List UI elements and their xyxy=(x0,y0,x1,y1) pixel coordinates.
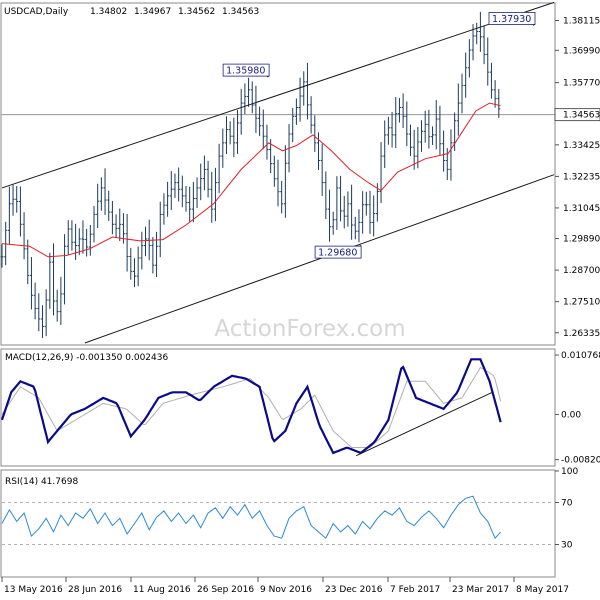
macd-label: MACD(12,26,9) -0.001350 0.002436 xyxy=(5,353,168,363)
price-y-tick-label: 1.32235 xyxy=(563,172,600,182)
rsi-y-tick-label: 30 xyxy=(561,541,573,551)
macd-y-tick-label: 0.010768 xyxy=(561,351,600,361)
rsi-label: RSI(14) 41.7698 xyxy=(5,477,78,487)
x-tick-label: 23 Mar 2017 xyxy=(452,585,509,595)
x-tick-label: 26 Sep 2016 xyxy=(197,585,254,595)
macd-main-line xyxy=(0,358,502,455)
price-bars xyxy=(0,11,501,338)
price-callouts: 1.35980 1.37930 1.29680 xyxy=(222,12,536,259)
price-callout-box xyxy=(488,12,536,25)
rsi-line xyxy=(1,495,501,540)
watermark: ActionForex.com xyxy=(214,316,405,342)
ohlc-high: 1.34967 xyxy=(134,7,171,17)
instrument-label: USDCAD,Daily xyxy=(4,7,69,17)
price-y-tick-label: 1.33425 xyxy=(563,141,600,151)
price-callout-leader xyxy=(532,24,536,26)
ohlc-low: 1.34562 xyxy=(178,7,215,17)
price-y-tick-label: 1.27510 xyxy=(563,298,600,308)
channel-upper-line xyxy=(1,1,555,189)
x-tick-label: 8 May 2017 xyxy=(516,585,569,595)
price-callout-label: 1.37930 xyxy=(492,14,531,25)
price-callout-leader xyxy=(266,75,270,78)
price-y-tick-label: 1.26335 xyxy=(563,329,600,339)
current-price-label: 1.34563 xyxy=(563,111,600,121)
price-panel: ActionForex.com 1.38115 1.36990 1.35770 1.3… xyxy=(0,1,600,346)
macd-y-tick-label: -0.008203 xyxy=(561,456,600,466)
macd-signal-line xyxy=(1,366,502,448)
x-tick-label: 7 Feb 2017 xyxy=(390,585,440,595)
macd-panel-frame xyxy=(0,348,556,467)
price-y-tick-label: 1.35770 xyxy=(563,79,600,89)
rsi-y-tick-label: 70 xyxy=(561,499,573,509)
price-y-tick-label: 1.31045 xyxy=(563,204,600,214)
rsi-y-axis: 100 70 30 xyxy=(555,467,578,551)
x-tick-label: 9 Nov 2016 xyxy=(260,585,312,595)
macd-y-axis: 0.010768 0.00 -0.008203 xyxy=(555,351,600,466)
macd-trendline xyxy=(355,391,493,457)
channel-lower-line xyxy=(84,174,555,344)
price-callout-label: 1.29680 xyxy=(318,248,357,259)
ohlc-open: 1.34802 xyxy=(90,7,127,17)
x-tick-label: 28 Jun 2016 xyxy=(68,585,122,595)
x-tick-label: 13 May 2016 xyxy=(4,585,63,595)
price-y-tick-label: 1.28700 xyxy=(563,266,600,276)
rsi-level-lines xyxy=(2,502,554,545)
x-axis: 13 May 2016 28 Jun 2016 11 Aug 2016 26 Sep … xyxy=(1,577,569,595)
price-callout-label: 1.35980 xyxy=(226,66,265,77)
macd-panel: 0.010768 0.00 -0.008203 MACD(12,26,9) -0.0… xyxy=(0,348,600,467)
price-y-tick-label: 1.36990 xyxy=(563,46,600,56)
current-price-box xyxy=(554,108,600,122)
price-callout-leader xyxy=(358,243,362,247)
rsi-panel: 100 70 30 RSI(14) 41.7698 xyxy=(0,467,578,578)
price-y-tick-label: 1.38115 xyxy=(563,17,600,27)
moving-average-line xyxy=(1,102,501,258)
macd-y-tick-label: 0.00 xyxy=(561,410,581,420)
x-tick-label: 23 Dec 2016 xyxy=(325,585,383,595)
rsi-y-tick-label: 100 xyxy=(561,467,578,477)
price-callout-box xyxy=(222,63,270,77)
x-tick-label: 11 Aug 2016 xyxy=(133,585,191,595)
ohlc-close: 1.34563 xyxy=(222,7,259,17)
rsi-panel-frame xyxy=(0,469,556,578)
price-y-tick-label: 1.29890 xyxy=(563,235,600,245)
price-callout-box xyxy=(314,245,362,259)
